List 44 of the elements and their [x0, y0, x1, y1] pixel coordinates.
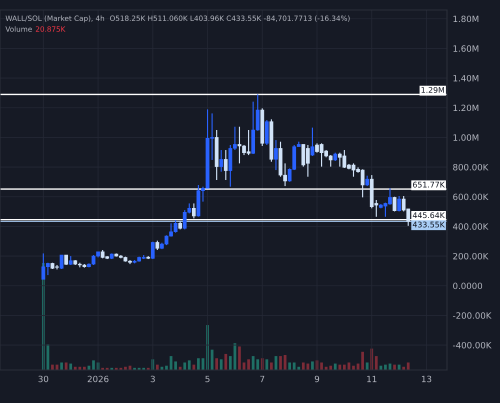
- y-tick-label: 200.00K: [453, 252, 489, 260]
- bar: [393, 364, 396, 370]
- candlestick: [397, 195, 401, 212]
- bar: [46, 344, 50, 370]
- x-tick-label: 7: [260, 376, 264, 382]
- candlestick: [64, 254, 68, 266]
- candlestick: [224, 149, 228, 181]
- y-tick-label: -200.00K: [452, 312, 492, 319]
- x-tick-label: 3: [150, 376, 155, 382]
- candlestick: [219, 149, 224, 172]
- x-tick-label: 11: [367, 376, 376, 382]
- bar: [274, 356, 278, 370]
- y-tick-label: 600.00K: [453, 194, 489, 200]
- candlestick: [60, 254, 64, 270]
- candlestick: [251, 101, 256, 155]
- y-tick-label: 1.60M: [454, 45, 478, 52]
- y-tick-label: 0.0000: [453, 282, 482, 290]
- y-tick-label: 800.00K: [453, 164, 489, 170]
- candlestick: [192, 202, 196, 219]
- bar: [234, 343, 236, 370]
- candlestick: [150, 241, 155, 260]
- candlestick: [155, 240, 160, 251]
- x-tick-label: 5: [205, 376, 210, 382]
- bar: [270, 362, 273, 370]
- candlestick: [310, 127, 314, 157]
- bar: [311, 361, 314, 370]
- y-tick-label: -400.00K: [452, 342, 492, 348]
- x-tick-label: 30: [38, 376, 48, 382]
- bar: [306, 364, 310, 370]
- candlestick: [264, 120, 269, 146]
- candlestick: [392, 196, 396, 212]
- candlestick: [274, 140, 278, 171]
- y-tick-label: 1.40M: [454, 74, 478, 82]
- y-tick-label: 1.80M: [454, 16, 478, 22]
- y-tick-label: 1.20M: [454, 104, 478, 112]
- x-tick-label: 13: [422, 376, 432, 382]
- bar: [398, 364, 400, 370]
- y-tick-label: 1.00M: [454, 134, 478, 141]
- x-tick-label: 2026: [88, 376, 108, 382]
- candlestick: [182, 210, 187, 230]
- y-tick-label: 400.00K: [452, 223, 489, 230]
- x-tick-label: 9: [314, 376, 320, 382]
- bar: [60, 362, 63, 370]
- candlestick: [365, 175, 370, 187]
